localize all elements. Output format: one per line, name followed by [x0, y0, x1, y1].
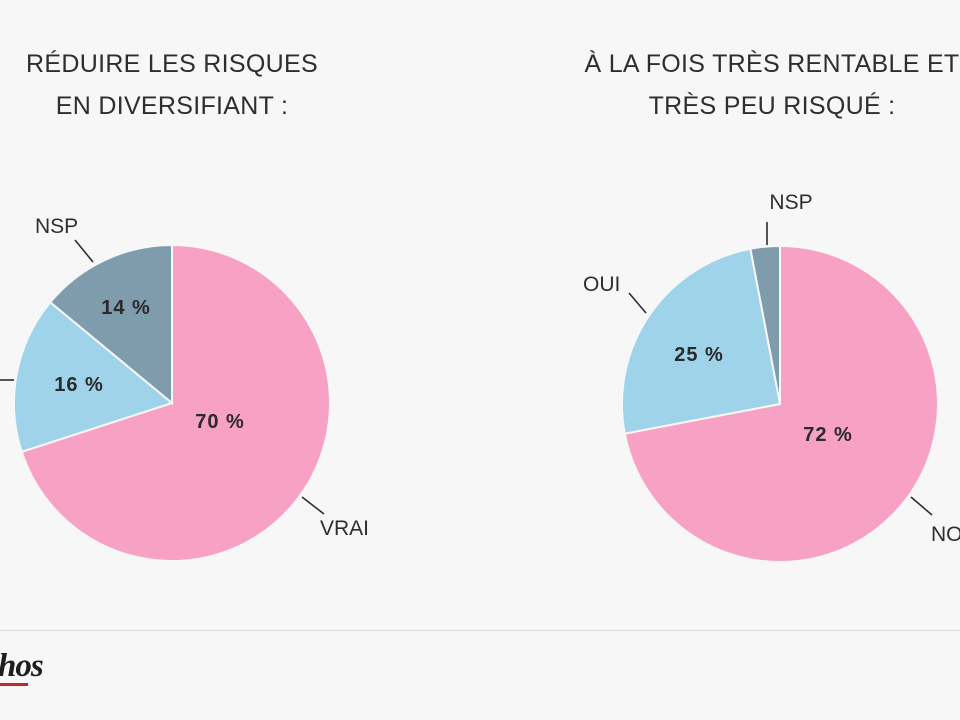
chart-1-nsp-leader	[74, 239, 94, 263]
chart-2-slice-2	[621, 247, 782, 435]
chart-1-slice-nsp-value: 14 %	[101, 297, 151, 319]
chart-2-non-leader	[910, 496, 933, 516]
chart-2-slice-non-value: 72 %	[803, 424, 853, 446]
chart-1-slice-3	[48, 243, 173, 406]
chart-1-slice-2	[13, 300, 175, 454]
chart-1-title-line-2: EN DIVERSIFIANT :	[56, 92, 288, 120]
chart-1-slice-2-value: 16 %	[54, 374, 104, 396]
chart-2-oui-leader	[628, 292, 647, 314]
divider-line	[0, 630, 960, 631]
chart-2-slice-oui-value: 25 %	[674, 344, 724, 366]
chart-2-oui-label: OUI	[583, 273, 620, 296]
chart-1-pie	[13, 243, 331, 562]
publisher-logo: hos	[0, 648, 44, 684]
chart-1: RÉDUIRE LES RISQUES EN DIVERSIFIANT : 70…	[0, 49, 369, 562]
chart-1-slice-1	[20, 243, 331, 562]
chart-2-nsp-label: NSP	[769, 191, 812, 214]
chart-1-vrai-label: VRAI	[320, 517, 369, 540]
chart-2-title-line-2: TRÈS PEU RISQUÉ :	[649, 91, 896, 120]
chart-1-slice-vrai-value: 70 %	[195, 411, 245, 433]
publisher-logo-accent	[0, 683, 28, 686]
chart-2-slice-3	[749, 244, 781, 405]
chart-2-pie	[621, 244, 939, 563]
chart-2-title-line-1: À LA FOIS TRÈS RENTABLE ET	[584, 49, 959, 78]
chart-1-nsp-label: NSP	[35, 215, 78, 238]
chart-2-non-label: NO	[931, 523, 960, 546]
chart-1-vrai-leader	[301, 496, 325, 515]
chart-2: À LA FOIS TRÈS RENTABLE ET TRÈS PEU RISQ…	[583, 49, 960, 563]
chart-2-slice-1	[623, 244, 939, 563]
chart-1-title-line-1: RÉDUIRE LES RISQUES	[26, 49, 318, 78]
